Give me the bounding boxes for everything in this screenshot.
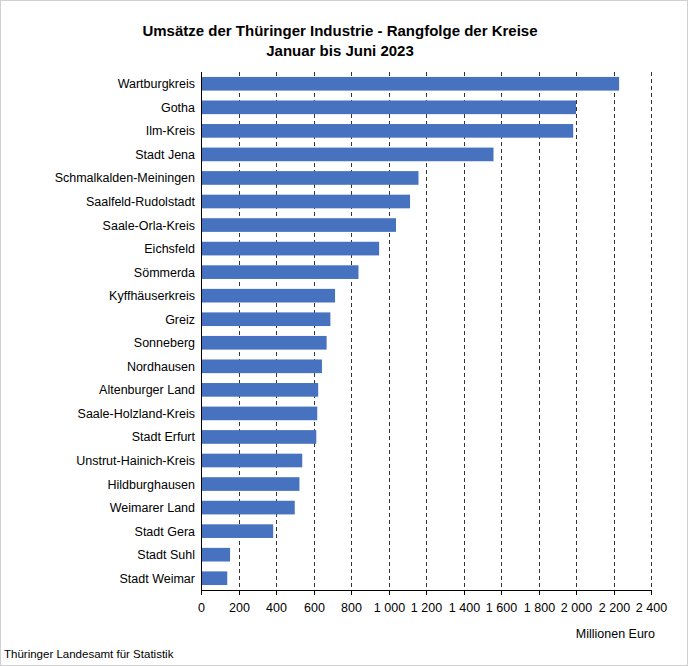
bar [201,336,327,350]
tick-label: 600 [304,601,325,615]
category-label: Eichsfeld [144,242,195,256]
bar [201,100,576,114]
bar [201,218,396,232]
category-label: Unstrut-Hainich-Kreis [76,454,195,468]
category-label: Sömmerda [134,266,195,280]
bar [201,242,379,256]
bar [201,477,299,491]
grid-line [576,72,577,590]
category-label: Hildburghausen [107,478,195,492]
category-label: Schmalkalden-Meiningen [55,171,195,185]
bar [201,77,619,91]
bar [201,430,316,444]
bar [201,524,273,538]
tick-label: 2 400 [636,601,667,615]
category-label: Stadt Erfurt [132,430,196,444]
chart-container: Umsätze der Thüringer Industrie - Rangfo… [0,0,688,666]
tick-label: 1 400 [449,601,480,615]
tick-label: 800 [341,601,362,615]
category-label: Greiz [165,313,195,327]
category-label: Weimarer Land [110,501,195,515]
background [1,1,688,666]
title: Umsätze der Thüringer Industrie - Rangfo… [142,22,537,39]
tick-label: 2 200 [599,601,630,615]
category-label: Saalfeld-Rudolstadt [86,195,196,209]
bar [201,312,330,326]
tick-label: 2 000 [561,601,592,615]
bar [201,195,410,209]
category-label: Saale-Holzland-Kreis [78,407,195,421]
grid-line [539,72,540,590]
category-label: Wartburgkreis [118,77,195,91]
tick-label: 1 600 [486,601,517,615]
axis-title: Millionen Euro [576,627,655,641]
subtitle: Januar bis Juni 2023 [266,42,414,59]
tick-mark [651,590,652,595]
tick-label: 1 000 [374,601,405,615]
category-label: Altenburger Land [99,383,195,397]
tick-label: 1 200 [411,601,442,615]
grid-line [501,72,502,590]
grid-line [651,72,652,590]
bar [201,548,230,562]
bar [201,359,322,373]
category-label: Stadt Gera [135,525,195,539]
bar [201,383,318,397]
x-axis [201,590,651,591]
bars [201,77,619,585]
bar [201,171,419,185]
category-label: Stadt Suhl [137,548,195,562]
bar [201,407,317,421]
category-label: Saale-Orla-Kreis [103,219,195,233]
bar [201,148,494,162]
grid-line [614,72,615,590]
y-axis [201,72,202,590]
category-label: Sonneberg [134,336,195,350]
bar [201,265,359,279]
category-label: Stadt Jena [135,148,195,162]
bar [201,454,302,468]
bar [201,289,335,303]
category-label: Nordhausen [127,360,195,374]
tick-label: 400 [266,601,287,615]
chart-svg: Umsätze der Thüringer Industrie - Rangfo… [0,0,688,666]
bar [201,571,227,585]
bar [201,124,573,138]
tick-label: 1 800 [524,601,555,615]
tick-label: 0 [198,601,205,615]
bar [201,501,295,515]
source: Thüringer Landesamt für Statistik [4,648,174,660]
category-label: Ilm-Kreis [146,124,195,138]
tick-label: 200 [229,601,250,615]
category-label: Kyffhäuserkreis [109,289,195,303]
category-label: Stadt Weimar [120,572,196,586]
category-label: Gotha [161,101,195,115]
